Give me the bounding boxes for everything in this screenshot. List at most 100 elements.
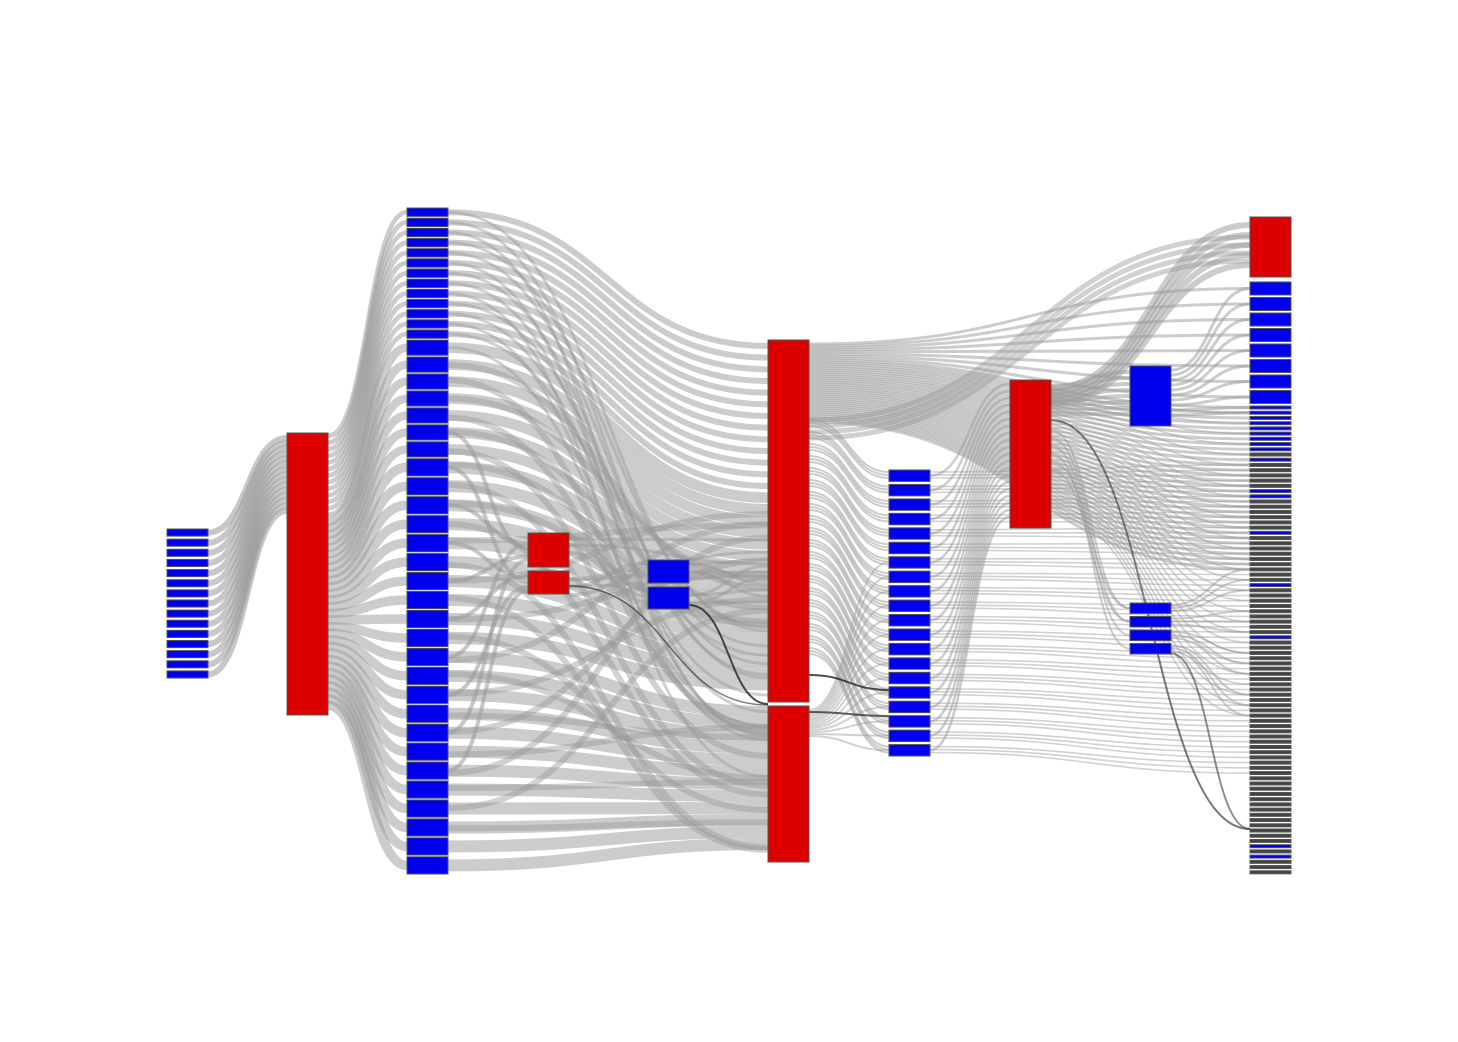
flow-link: [808, 494, 890, 563]
flow-link: [327, 648, 408, 719]
node-col6-blue: [888, 570, 931, 584]
node-col0-blue: [166, 528, 209, 537]
flow-link: [327, 628, 408, 662]
flow-link: [929, 687, 1251, 701]
flow-link: [447, 837, 769, 872]
flow-link: [447, 322, 769, 742]
node-col9-dark: [1249, 807, 1292, 812]
flow-link: [327, 614, 408, 625]
flow-link: [929, 633, 1251, 644]
node-col2-blue: [406, 424, 449, 441]
flow-link: [929, 708, 1251, 727]
node-col0-blue: [166, 650, 209, 659]
node-col0-blue: [166, 548, 209, 557]
node-col2-blue: [406, 799, 449, 818]
flow-link: [929, 403, 1011, 521]
flow-link: [1050, 406, 1131, 412]
flow-link: [929, 417, 1011, 550]
node-col9-dark: [1249, 619, 1292, 624]
node-col9-dark: [1249, 744, 1292, 749]
flow-link: [688, 570, 769, 598]
dark-flow-link: [808, 674, 890, 691]
sankey-nodes: [166, 207, 1292, 875]
flow-link: [808, 641, 890, 740]
flow-link: [808, 530, 890, 607]
node-col9-dark: [1249, 750, 1292, 755]
flow-link: [929, 737, 1251, 759]
dark-flow-link: [688, 604, 769, 705]
flow-link: [808, 575, 890, 661]
flow-link: [447, 393, 769, 538]
flow-link: [447, 764, 769, 791]
flow-link: [929, 575, 1251, 581]
node-col0-blue: [166, 619, 209, 628]
node-col9-dark: [1249, 677, 1292, 682]
flow-link: [447, 499, 769, 609]
flow-link: [929, 490, 1251, 494]
node-col6-blue: [888, 671, 931, 685]
node-col6-blue: [888, 642, 931, 656]
node-col9-dark: [1249, 708, 1292, 713]
flow-link: [929, 445, 1011, 608]
flow-link: [808, 599, 890, 690]
flow-link: [808, 250, 1251, 435]
node-col9-blue: [1249, 431, 1292, 436]
flow-link: [929, 734, 1251, 753]
node-col9-blue: [1249, 447, 1292, 452]
flow-link: [447, 210, 769, 633]
node-col9-dark: [1249, 791, 1292, 796]
flow-link: [1170, 333, 1251, 387]
flow-link: [929, 586, 1251, 592]
node-col9-dark: [1249, 812, 1292, 817]
flow-link: [929, 659, 1251, 670]
node-col9-dark: [1249, 718, 1292, 723]
flow-link: [1170, 364, 1251, 397]
flow-link: [447, 251, 769, 666]
node-col9-dark: [1249, 609, 1292, 614]
node-col9-blue: [1249, 297, 1292, 311]
flow-link: [568, 551, 649, 598]
node-col2-blue: [406, 339, 449, 356]
dark-flow-link: [568, 585, 769, 706]
node-col9-dark: [1249, 572, 1292, 577]
flow-link: [1050, 431, 1251, 498]
flow-link: [447, 688, 769, 743]
flow-link: [447, 229, 769, 373]
flow-link: [1170, 647, 1251, 707]
flow-link: [929, 438, 1011, 593]
flow-link: [447, 331, 769, 489]
node-col9-dark: [1249, 536, 1292, 541]
flow-link: [808, 449, 890, 508]
node-col3-red: [527, 532, 570, 568]
node-col9-dark: [1249, 755, 1292, 760]
node-col9-dark: [1249, 818, 1292, 823]
node-col6-blue: [888, 541, 931, 555]
node-col4-blue: [647, 559, 690, 584]
flow-link: [929, 382, 1011, 477]
flow-link: [1170, 637, 1251, 675]
flow-link: [1050, 415, 1251, 456]
flow-link: [808, 479, 890, 546]
node-col9-blue: [1249, 426, 1292, 431]
flow-link: [808, 515, 890, 589]
flow-link: [1050, 439, 1251, 518]
flow-link: [447, 633, 769, 814]
flow-link: [327, 481, 408, 579]
flow-link: [447, 312, 769, 697]
flow-link: [929, 431, 1011, 579]
node-col9-dark: [1249, 556, 1292, 561]
flow-link: [1050, 419, 1251, 466]
flow-link: [447, 521, 769, 663]
flow-link: [327, 654, 408, 738]
node-col2-blue: [406, 571, 449, 591]
flow-link: [808, 527, 890, 604]
flow-link: [1050, 435, 1251, 508]
flow-link: [808, 422, 890, 476]
flow-link: [808, 633, 890, 721]
flow-link: [808, 455, 890, 517]
flow-link: [447, 209, 769, 349]
flow-link: [808, 539, 890, 618]
flow-link: [447, 825, 769, 853]
flow-link: [808, 533, 890, 610]
